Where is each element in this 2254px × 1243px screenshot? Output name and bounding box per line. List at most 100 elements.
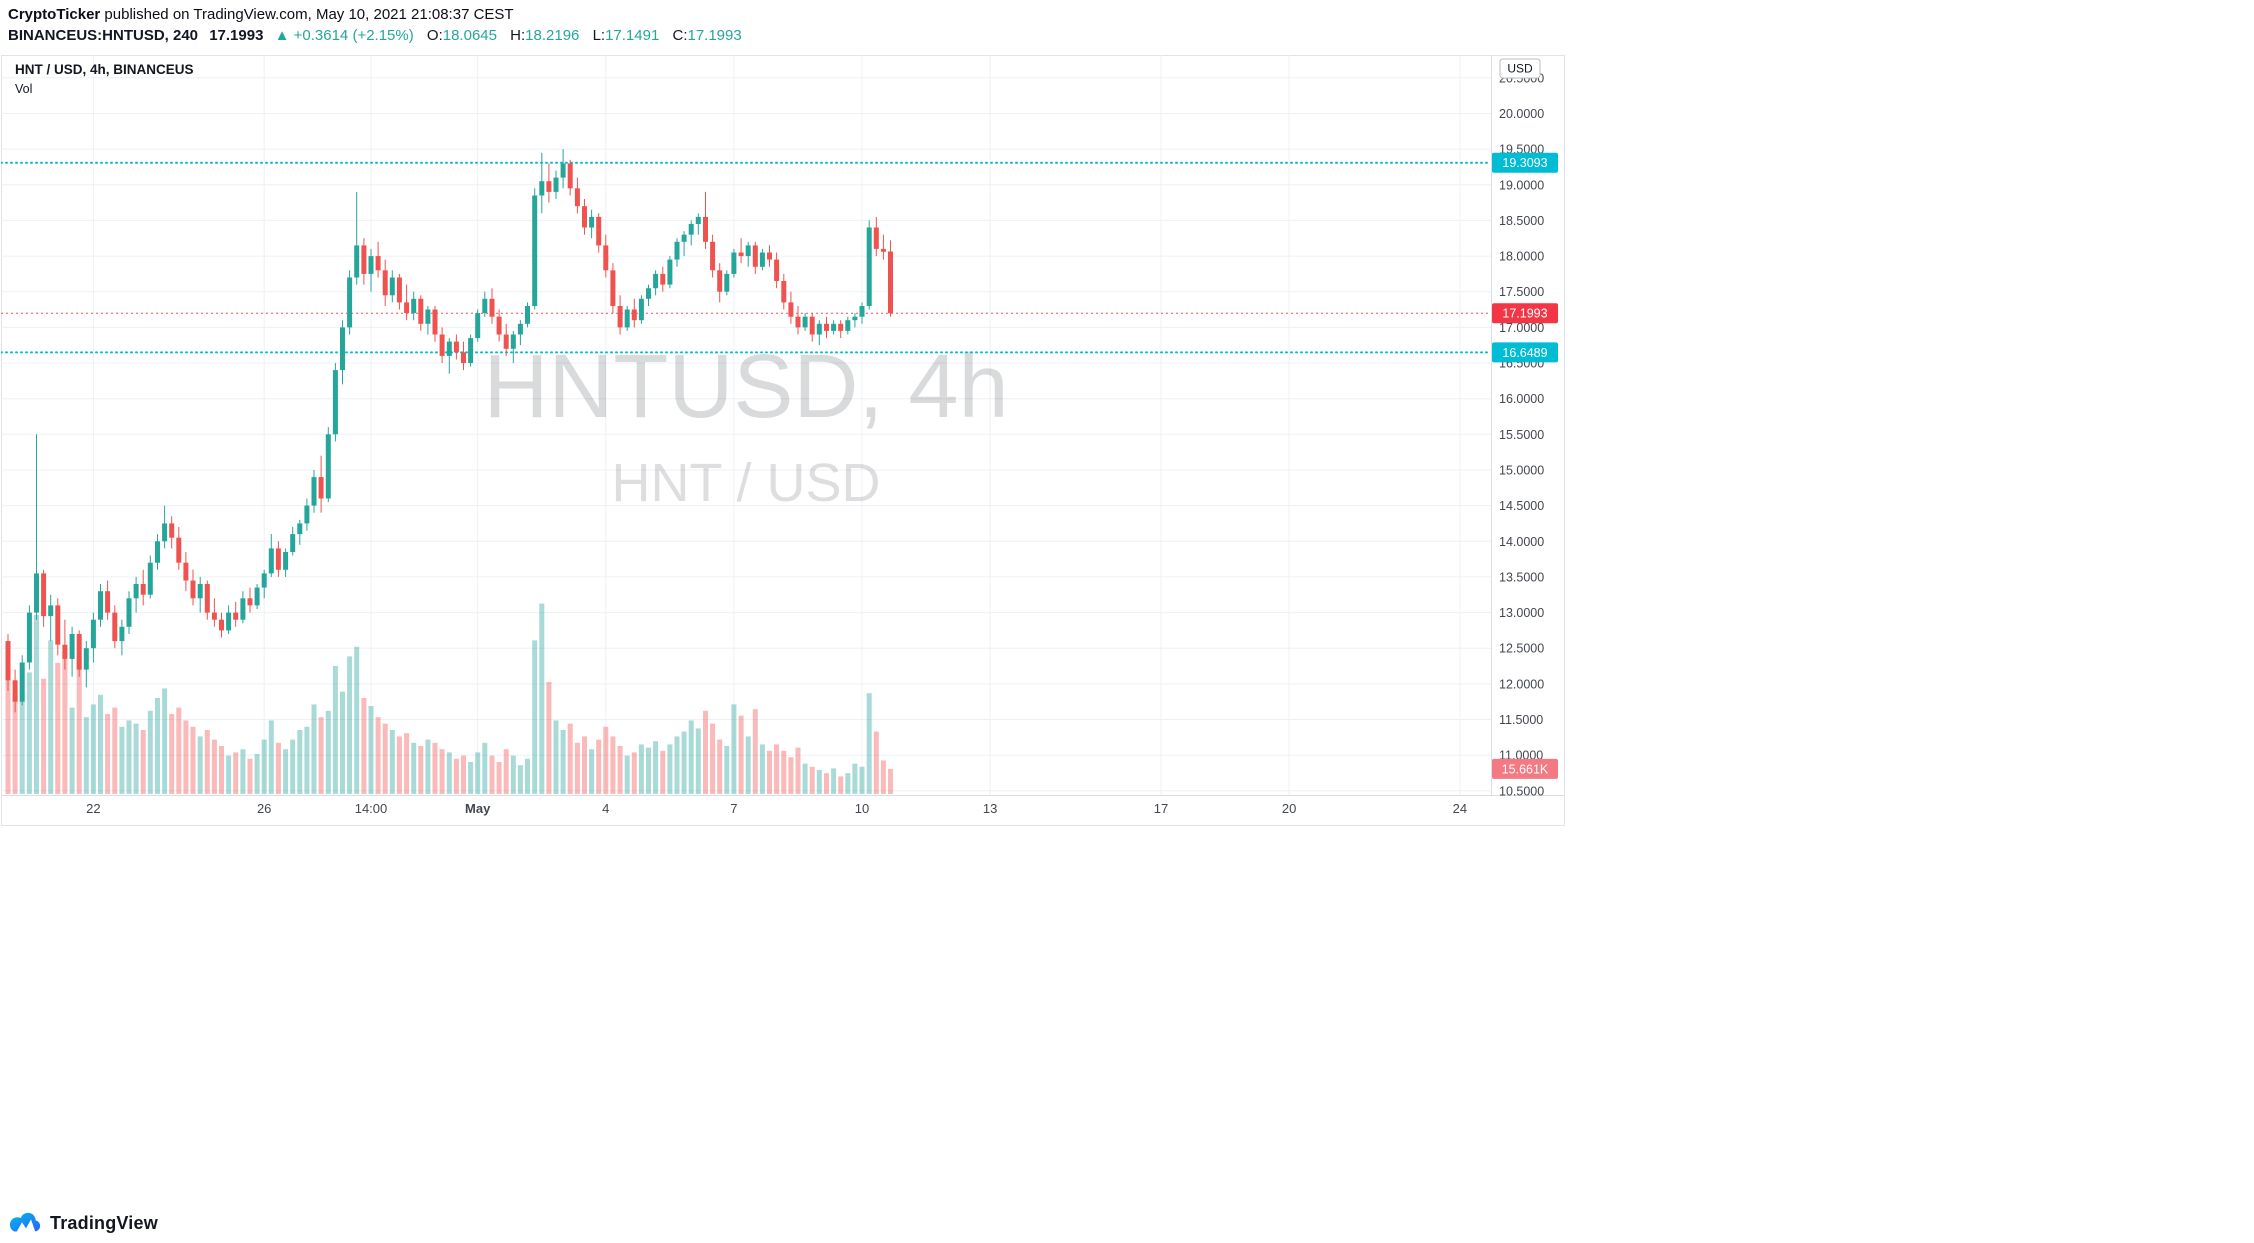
candle <box>809 313 815 342</box>
volume-bar <box>453 758 459 794</box>
candle <box>510 330 516 363</box>
time-tick-label[interactable]: 20 <box>1282 801 1296 816</box>
chart-canvas[interactable]: HNTUSD, 4h HNT / USD 20.500020.000019.50… <box>1 55 1565 826</box>
candle <box>347 270 353 335</box>
level-price-label[interactable]: 16.6489 <box>1492 342 1558 363</box>
price-tick-label[interactable]: 12.5000 <box>1499 642 1544 656</box>
volume-bar <box>759 744 765 794</box>
candle <box>126 591 132 634</box>
time-tick-label[interactable]: 17 <box>1154 801 1168 816</box>
candle <box>34 434 39 620</box>
volume-bar <box>76 656 82 794</box>
legend-symbol[interactable]: HNT / USD, 4h, BINANCEUS <box>15 62 194 77</box>
volume-bar <box>12 694 18 794</box>
price-tick-label[interactable]: 19.0000 <box>1499 178 1544 192</box>
legend-volume-indicator[interactable]: Vol <box>15 82 32 96</box>
time-tick-label[interactable]: 13 <box>983 801 997 816</box>
volume-bar <box>19 701 25 794</box>
volume-bar <box>781 750 787 794</box>
axis-label-chips: 19.3093 16.6489 17.1993 15.661K <box>1492 152 1558 779</box>
volume-bar <box>610 736 616 794</box>
candle <box>48 594 54 642</box>
volume-bar <box>831 768 837 794</box>
price-tick-label[interactable]: 15.5000 <box>1499 428 1544 442</box>
candle <box>681 231 687 257</box>
candle <box>774 252 780 289</box>
candle <box>631 298 637 328</box>
author-name: CryptoTicker <box>8 6 101 23</box>
price-tick-label[interactable]: 15.0000 <box>1499 464 1544 478</box>
price-tick-label[interactable]: 13.0000 <box>1499 606 1544 620</box>
volume-bar <box>368 706 374 794</box>
price-tick-label[interactable]: 17.5000 <box>1499 285 1544 299</box>
candle <box>610 263 616 314</box>
candle <box>567 159 573 196</box>
candle <box>411 291 417 321</box>
candlestick-series <box>5 149 893 713</box>
price-tick-label[interactable]: 18.0000 <box>1499 250 1544 264</box>
volume-bar <box>98 694 103 794</box>
volume-bar <box>824 773 829 794</box>
tradingview-logo-icon <box>9 1212 41 1232</box>
candle <box>69 626 75 677</box>
level-price-label[interactable]: 19.3093 <box>1492 152 1558 173</box>
volume-bar <box>155 698 160 794</box>
time-tick-label[interactable]: 10 <box>855 801 869 816</box>
time-tick-label[interactable]: 26 <box>257 801 271 816</box>
price-tick-label[interactable]: 17.0000 <box>1499 321 1544 335</box>
time-tick-label[interactable]: 4 <box>602 801 609 816</box>
price-tick-label[interactable]: 14.5000 <box>1499 499 1544 513</box>
candle <box>816 320 822 346</box>
time-tick-label[interactable]: 14:00 <box>355 801 388 816</box>
volume-bar <box>133 723 139 794</box>
time-axis[interactable]: 22 26 14:00 May 4 7 10 13 17 20 24 <box>86 801 1467 816</box>
candle <box>261 569 267 599</box>
price-axis[interactable]: 20.500020.000019.500019.000018.500018.00… <box>1499 71 1544 798</box>
candle <box>219 612 224 638</box>
volume-bar <box>26 672 32 794</box>
volume-bar <box>119 726 125 794</box>
volume-bar <box>183 720 189 794</box>
volume-bar <box>34 614 39 794</box>
candle <box>425 306 431 335</box>
candle <box>382 259 388 306</box>
candle <box>304 498 310 531</box>
candle <box>852 313 858 328</box>
candle <box>119 619 125 656</box>
volume-bar <box>631 752 637 794</box>
volume-bar <box>866 693 872 794</box>
volume-bar <box>503 749 509 794</box>
candle <box>354 191 360 285</box>
time-tick-label[interactable]: 22 <box>86 801 100 816</box>
currency-toggle-button[interactable]: USD <box>1499 58 1541 79</box>
candle <box>133 576 139 613</box>
price-tick-label[interactable]: 14.0000 <box>1499 535 1544 549</box>
price-tick-label[interactable]: 18.5000 <box>1499 214 1544 228</box>
volume-bar <box>525 758 530 794</box>
volume-bar <box>802 763 808 794</box>
time-tick-label[interactable]: 24 <box>1453 801 1467 816</box>
volume-bar <box>532 640 538 794</box>
volume-bar <box>653 741 659 794</box>
price-tick-label[interactable]: 20.0000 <box>1499 107 1544 121</box>
volume-bar <box>5 653 11 794</box>
tradingview-attribution[interactable]: TradingView <box>7 1210 158 1237</box>
candle <box>76 630 82 677</box>
candle <box>325 427 331 503</box>
candle <box>105 580 111 620</box>
candle <box>489 288 495 324</box>
price-tick-label[interactable]: 12.0000 <box>1499 677 1544 691</box>
change-value: +0.3614 (+2.15%) <box>293 27 414 44</box>
volume-bar <box>574 742 580 794</box>
candle <box>802 313 808 331</box>
candle <box>866 220 872 310</box>
candle <box>283 548 289 577</box>
price-tick-label[interactable]: 16.0000 <box>1499 392 1544 406</box>
price-tick-label[interactable]: 10.5000 <box>1499 784 1544 798</box>
candle <box>781 273 787 310</box>
time-tick-label[interactable]: May <box>465 801 491 816</box>
time-tick-label[interactable]: 7 <box>730 801 737 816</box>
price-tick-label[interactable]: 11.5000 <box>1499 713 1543 727</box>
price-tick-label[interactable]: 13.5000 <box>1499 570 1544 584</box>
candle <box>12 669 18 713</box>
